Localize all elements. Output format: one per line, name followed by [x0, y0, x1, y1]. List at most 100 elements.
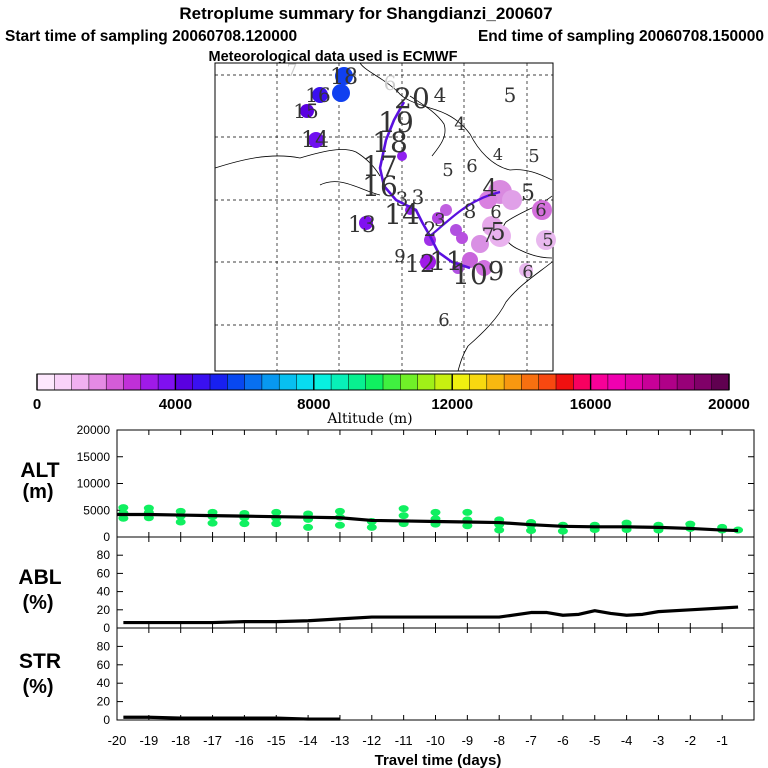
altitude-particle-point [175, 507, 186, 515]
plume-day-label: 13 [348, 213, 376, 238]
panel-abl: ABL (%) 0 20 40 60 80 [18, 536, 755, 635]
x-tick-label: -3 [653, 733, 665, 748]
plume-particle-circle [397, 151, 407, 161]
plume-particle-circle [332, 84, 350, 102]
plume-day-label: 5 [542, 230, 553, 251]
colorbar-tick-label: 16000 [570, 396, 612, 413]
altitude-particle-point [303, 523, 314, 531]
colorbar-cell [469, 374, 488, 390]
plume-day-label: 6 [490, 202, 501, 223]
plume-particle-circle [308, 132, 324, 148]
plume-particle-circle [532, 200, 552, 220]
colorbar-cell [227, 374, 246, 390]
plume-particle-circle [450, 224, 462, 236]
y-tick-label: 40 [97, 676, 111, 690]
x-tick-label: -20 [108, 733, 127, 748]
colorbar-cell [694, 374, 713, 390]
colorbar-cell [642, 374, 661, 390]
plume-day-label: 6 [384, 71, 397, 95]
plume-day-label: 12 [405, 250, 436, 278]
altitude-particle-point [685, 520, 696, 528]
x-tick-label: -15 [267, 733, 286, 748]
plume-day-label: 5 [521, 181, 535, 206]
plume-day-label: 10 [452, 258, 488, 291]
y-tick-label: 0 [103, 621, 110, 635]
altitude-particle-point [621, 519, 632, 527]
panel-ylabel-unit: (m) [22, 481, 53, 503]
colorbar-cell [106, 374, 125, 390]
x-tick-label: -11 [395, 733, 413, 748]
plume-day-label: 14 [384, 198, 420, 231]
colorbar-axis-label: Altitude (m) [326, 411, 412, 427]
x-tick-label: -18 [171, 733, 190, 748]
plume-day-label: 5 [490, 218, 505, 246]
panel-ylabel-unit: (%) [22, 676, 53, 698]
plume-particle-circle [440, 204, 452, 216]
altitude-particle-point [430, 508, 441, 516]
colorbar-cell [296, 374, 315, 390]
plume-day-label: 20 [394, 82, 430, 115]
x-tick-label: -1 [716, 733, 728, 748]
plume-day-label: 14 [301, 128, 329, 153]
altitude-particle-point [494, 526, 505, 534]
panel-alt: ALT(m) 0 5000 10000 15000 20000 [20, 423, 755, 544]
colorbar-cell [417, 374, 436, 390]
plume-day-label: 7 [482, 223, 495, 247]
colorbar-cell [573, 374, 592, 390]
colorbar-cell [711, 374, 730, 390]
start-time-text: Start time of sampling 20060708.120000 [5, 28, 297, 45]
altitude-particle-point [207, 519, 218, 527]
plume-particle-circle [519, 263, 533, 277]
x-tick-label: -8 [493, 733, 505, 748]
y-tick-label: 15000 [77, 450, 111, 464]
x-tick-label: -4 [621, 733, 633, 748]
plume-day-label: 4 [454, 114, 465, 135]
colorbar-ticks: 0 4000 8000 12000 16000 20000 [33, 374, 750, 413]
plume-particle-circle [359, 216, 373, 230]
plume-day-label: 2 [424, 217, 437, 241]
colorbar-cell [538, 374, 557, 390]
y-tick-label: 20000 [77, 423, 111, 437]
colorbar-cell [279, 374, 298, 390]
y-tick-label: 40 [97, 585, 111, 599]
altitude-particle-point [118, 514, 129, 522]
x-tick-label: -13 [331, 733, 350, 748]
plume-day-label: 5 [504, 83, 517, 107]
plume-particle-circle [335, 67, 353, 85]
plume-particle-circle [489, 225, 511, 247]
plume-day-label: 5 [528, 146, 539, 167]
colorbar-cell [71, 374, 90, 390]
panel-str: STR (%) 0 20 40 60 80 [19, 627, 755, 727]
plume-particle-circle [312, 87, 328, 103]
colorbar-cell [383, 374, 401, 390]
end-time-text: End time of sampling 20060708.150000 [478, 28, 764, 45]
figure-title: Retroplume summary for Shangdianzi_20060… [179, 4, 552, 23]
plume-day-label: 18 [330, 65, 358, 90]
colorbar-cell [590, 374, 609, 390]
plume-particle-circle [300, 104, 314, 118]
plume-day-label: 6 [466, 156, 477, 177]
plume-particle-circle [502, 190, 522, 210]
colorbar-cell [140, 374, 159, 390]
plume-particle-circle [462, 252, 478, 268]
colorbar-cell [504, 374, 522, 390]
y-tick-label: 0 [103, 713, 110, 727]
plume-day-label: 19 [378, 106, 414, 139]
plume-day-label: 3 [396, 187, 409, 211]
panel-frame [116, 536, 755, 629]
y-tick-label: 5000 [83, 503, 110, 517]
x-tick-label: -9 [462, 733, 474, 748]
altitude-particle-point [271, 508, 282, 516]
panel-frame [116, 627, 755, 721]
x-tick-label: -19 [139, 733, 158, 748]
colorbar-cell [175, 374, 194, 390]
map-frame [214, 62, 554, 372]
plume-day-label: 4 [434, 83, 447, 107]
altitude-particle-point [526, 527, 537, 535]
plume-centroid-track [378, 101, 471, 270]
x-tick-label: -7 [525, 733, 537, 748]
colorbar-cell [365, 374, 384, 390]
altitude-particle-point [143, 504, 154, 512]
x-axis-title: Travel time (days) [375, 752, 502, 768]
